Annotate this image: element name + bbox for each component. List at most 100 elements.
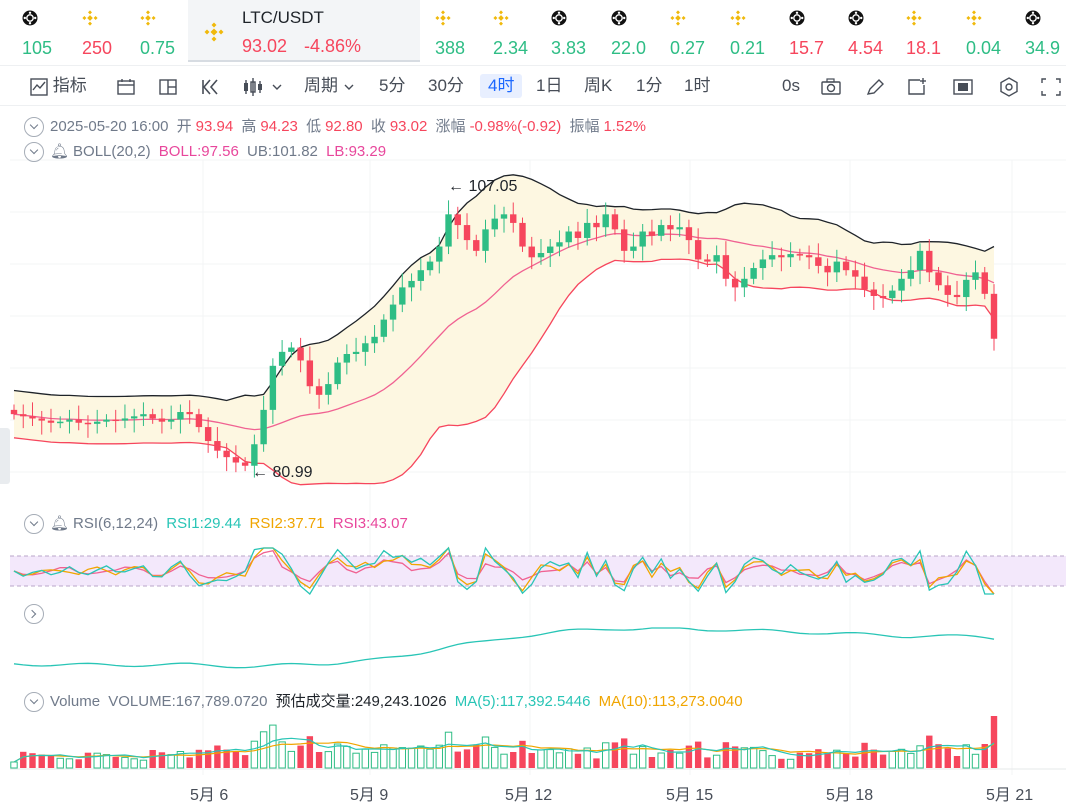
ticker-value: 0.21 [730, 38, 766, 58]
interval-1m[interactable]: 1分 [636, 76, 663, 95]
volume-bar [491, 746, 499, 769]
candle-body [787, 254, 794, 258]
collapse-toggle-icon[interactable] [24, 514, 44, 535]
boll-band-fill [14, 174, 994, 485]
volume-bar [223, 749, 230, 768]
interval-4h[interactable]: 4时 [480, 74, 523, 98]
expand-toggle-icon[interactable] [24, 604, 44, 624]
candle-body [436, 246, 443, 262]
volume-bar [861, 742, 868, 768]
candle-body [149, 414, 156, 419]
ticker-value: 388 [435, 38, 466, 58]
volume-bar [139, 759, 148, 769]
volume-bar [694, 741, 702, 768]
screenshot-button[interactable] [820, 74, 842, 98]
x-axis-label: 5月 15 [666, 787, 714, 804]
interval-30m[interactable]: 30分 [428, 76, 464, 95]
candle-body [204, 427, 212, 442]
candle-body [38, 418, 45, 421]
interval-1h[interactable]: 1时 [684, 76, 711, 95]
gate-coin-icon [789, 10, 805, 26]
volume-bar [306, 736, 314, 768]
candle-body [47, 420, 55, 423]
candle-body [389, 304, 397, 320]
volume-bar [176, 751, 185, 769]
interval-seconds[interactable]: 0s [782, 76, 800, 95]
candle-body [981, 272, 988, 294]
exchange-button[interactable] [952, 74, 974, 98]
candle-body [842, 261, 850, 271]
candle-body [29, 416, 36, 419]
volume-bar [10, 761, 18, 769]
volume-bar [361, 748, 370, 769]
candle-body [972, 272, 979, 280]
gate-coin-icon [848, 10, 864, 26]
candle-body [158, 418, 166, 422]
volume-bar [842, 753, 850, 768]
rewind-button[interactable] [200, 74, 222, 98]
ticker-symbol: LTC/USDT [242, 8, 324, 27]
volume-bar [297, 745, 304, 768]
split-view-button[interactable] [158, 74, 178, 98]
collapse-toggle-icon[interactable] [24, 117, 44, 138]
collapse-sidebar-handle[interactable] [0, 428, 10, 484]
candle-body [537, 253, 545, 258]
collapse-toggle-icon[interactable] [24, 692, 44, 713]
fullscreen-button[interactable] [1040, 74, 1062, 98]
exchange-icon [953, 78, 973, 95]
add-indicator-button[interactable] [906, 74, 928, 98]
bell-icon[interactable]: 🔔︎ [50, 515, 70, 532]
settings-button[interactable] [998, 74, 1020, 98]
boll-lb: LB:93.29 [326, 143, 387, 160]
bell-icon[interactable]: 🔔︎ [50, 143, 70, 160]
candle-body [833, 261, 841, 273]
candle-body [778, 255, 785, 258]
volume-ma5-line [13, 737, 995, 763]
interval-1d[interactable]: 1日 [536, 76, 563, 95]
layout-button[interactable] [116, 74, 136, 98]
candle-body [944, 285, 951, 295]
volume-bar [417, 745, 425, 769]
candle-body [362, 343, 369, 352]
volume-bar [204, 750, 212, 768]
draw-button[interactable] [864, 74, 886, 98]
binance-coin-icon [140, 10, 156, 26]
volume-bar [380, 744, 388, 769]
boll-legend: 🔔︎ BOLL(20,2) BOLL:97.56 UB:101.82 LB:93.… [24, 142, 390, 163]
boll-lower-line [13, 258, 995, 486]
candle-body [898, 278, 905, 291]
active-ticker-ltc-usdt[interactable]: LTC/USDT 93.02 -4.86% [188, 0, 420, 62]
candle-body [916, 250, 924, 271]
chart-type-dropdown[interactable] [242, 74, 283, 98]
ticker-value: 3.83 [551, 38, 587, 58]
ticker-strip: 105 250 0.75 388 2.34 3.83 22.0 0.27 0.21 15.7 4.5… [0, 0, 1066, 66]
x-axis-label: 5月 9 [350, 787, 389, 804]
candle-body [251, 444, 258, 466]
rsi2: RSI2:37.71 [249, 515, 325, 532]
indicators-button[interactable]: 指标 [30, 74, 87, 98]
period-dropdown[interactable]: 周期 [304, 74, 355, 98]
rsi1: RSI1:29.44 [166, 515, 242, 532]
volume-bar [601, 742, 610, 769]
candle-body [130, 416, 138, 419]
candle-body [741, 278, 748, 288]
volume-bar [935, 744, 942, 768]
interval-1w[interactable]: 周K [584, 76, 613, 95]
volume-bar [56, 757, 64, 769]
candle-body [177, 412, 184, 420]
candle-body [57, 421, 64, 424]
interval-5m[interactable]: 5分 [379, 76, 406, 95]
volume-bar [990, 716, 998, 768]
candle-body [547, 246, 554, 254]
chevron-down-icon [344, 84, 354, 90]
volume-bar [953, 756, 961, 768]
ticker-change: -4.86% [304, 36, 362, 56]
candle-body [824, 265, 831, 273]
volume-bar [574, 753, 582, 768]
volume-bar [546, 749, 554, 769]
ticker-value: 0.04 [966, 38, 1002, 58]
volume-bar [38, 754, 45, 768]
candle-body [195, 414, 203, 428]
collapse-toggle-icon[interactable] [24, 142, 44, 163]
